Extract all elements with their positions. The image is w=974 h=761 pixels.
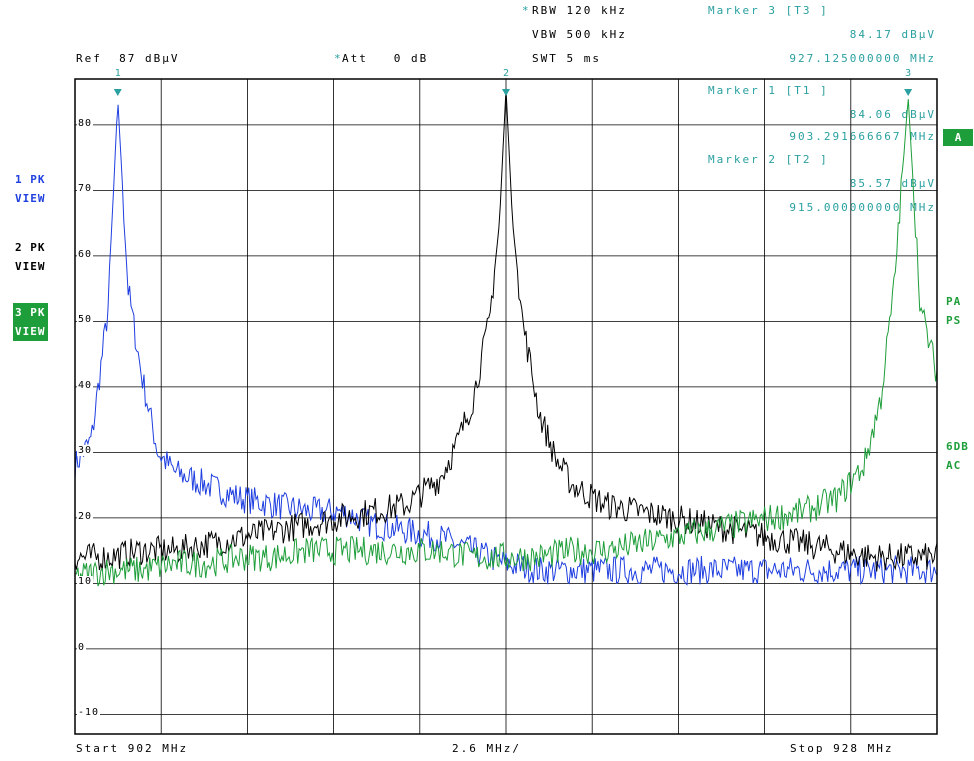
marker-1-number: 1 [115, 68, 121, 79]
trace1-mode: VIEW [15, 192, 46, 205]
pa-ps-labels: PA PS [946, 292, 961, 330]
a-indicator-box: A [943, 129, 973, 146]
trace1-label[interactable]: 1 PK VIEW [15, 170, 46, 208]
rbw-label: RBW 120 kHz [532, 4, 627, 17]
y-tick-label: 0 [77, 641, 87, 653]
trace3-detector: 3 PK [15, 306, 46, 319]
marker3-title: Marker 3 [T3 ] [708, 4, 829, 17]
span-per-div-label: 2.6 MHz/ [452, 742, 521, 755]
y-tick-label: 80 [77, 117, 94, 129]
sweep-time-label: SWT 5 ms [532, 52, 601, 65]
ac-label: AC [946, 459, 962, 472]
marker3-level: 84.17 dBµV [849, 28, 936, 41]
y-tick-label: 50 [77, 314, 94, 326]
ref-level-label: Ref 87 dBµV [76, 52, 180, 65]
marker-2-symbol [502, 89, 510, 96]
y-tick-label: 40 [77, 379, 94, 391]
marker-3-symbol [904, 89, 913, 96]
marker1-freq: 903.291666667 MHz [789, 130, 936, 143]
stop-freq-label: Stop 928 MHz [790, 742, 894, 755]
start-freq-label: Start 902 MHz [76, 742, 189, 755]
y-tick-label: -10 [77, 707, 101, 719]
marker-2-number: 2 [503, 68, 509, 79]
trace-lines [74, 88, 938, 587]
y-tick-label: 70 [77, 183, 94, 195]
marker-symbols: 1 2 3 [113, 68, 913, 96]
trace3-mode: VIEW [15, 325, 46, 338]
plot-grid [75, 79, 937, 734]
trace1-detector: 1 PK [15, 173, 46, 186]
marker2-level: 85.57 dBµV [849, 177, 936, 190]
sixdb-ac-labels: 6DB AC [946, 437, 969, 475]
vbw-label: VBW 500 kHz [532, 28, 627, 41]
trace-1-line [74, 104, 938, 586]
trace2-detector: 2 PK [15, 241, 46, 254]
y-tick-label: 60 [77, 248, 94, 260]
ps-label: PS [946, 314, 962, 327]
marker2-freq: 915.000000000 MHz [789, 201, 936, 214]
trace2-mode: VIEW [15, 260, 46, 273]
trace-2-line [74, 88, 938, 572]
att-star: * [334, 52, 343, 65]
marker3-freq: 927.125000000 MHz [789, 52, 936, 65]
trace2-label[interactable]: 2 PK VIEW [15, 238, 46, 276]
trace3-label[interactable]: 3 PK VIEW [13, 303, 48, 341]
attenuation-label: Att 0 dB [342, 52, 429, 65]
marker-3-number: 3 [905, 68, 911, 79]
sixdb-label: 6DB [946, 440, 969, 453]
marker1-level: 84.06 dBµV [849, 108, 936, 121]
y-tick-label: 30 [77, 445, 94, 457]
y-tick-label: 20 [77, 510, 94, 522]
y-tick-label: 10 [77, 576, 94, 588]
pa-label: PA [946, 295, 962, 308]
marker1-title: Marker 1 [T1 ] [708, 84, 829, 97]
marker2-title: Marker 2 [T2 ] [708, 153, 829, 166]
marker-1-symbol [113, 89, 122, 96]
plot-frame [74, 78, 938, 735]
rbw-star: * [522, 4, 531, 17]
trace-3-line [74, 99, 938, 587]
